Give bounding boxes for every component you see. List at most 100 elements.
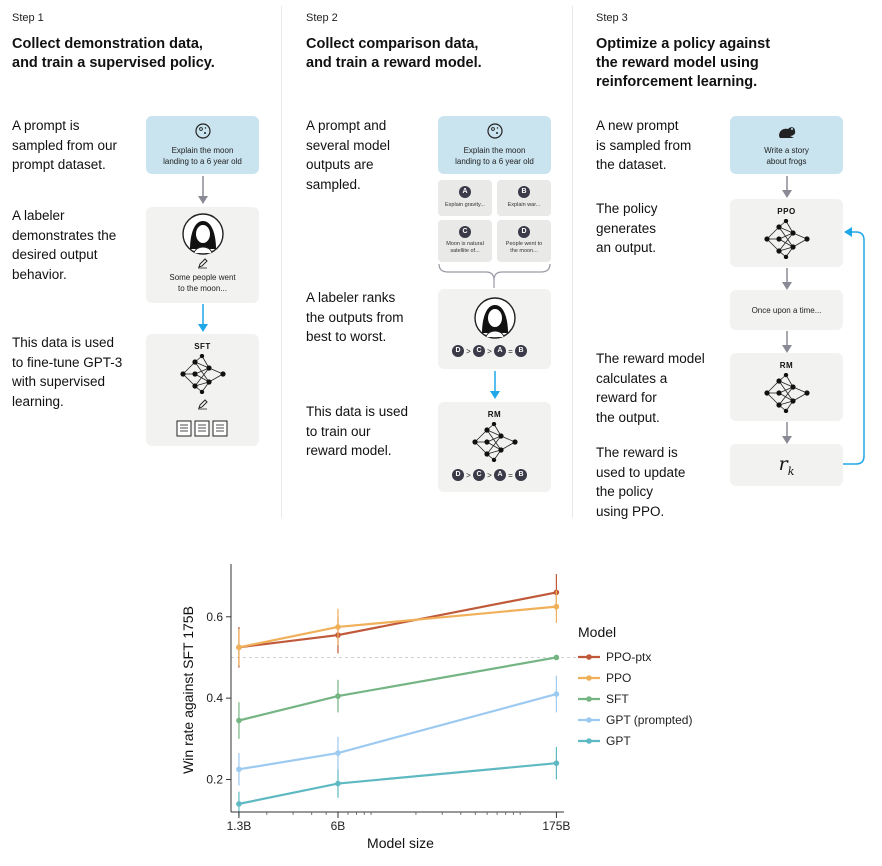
series-line — [238, 591, 557, 649]
documents-icon — [176, 420, 228, 437]
step-3-desc-1: A new prompt is sampled from the dataset… — [596, 118, 692, 172]
legend-marker — [586, 738, 592, 744]
output-text: Explain gravity... — [445, 202, 485, 208]
data-point — [553, 654, 560, 661]
output-letter: D — [518, 226, 530, 238]
step-3-output-text: Once upon a time... — [751, 306, 822, 315]
step-1-label: Step 1 — [12, 12, 44, 24]
chart-legend: Model PPO-ptx PPO SFT GPT (prompted) GPT — [578, 624, 692, 748]
output-text: People went to the moon... — [505, 241, 543, 254]
chart-series — [236, 574, 560, 817]
x-tick-label: 6B — [331, 819, 346, 833]
step-1-desc-2: A labeler demonstrates the desired outpu… — [12, 208, 117, 282]
legend-marker — [586, 696, 592, 702]
step-1-desc-1: A prompt is sampled from our prompt data… — [12, 118, 118, 172]
data-point — [553, 760, 560, 766]
series-line — [238, 656, 557, 722]
step-3-output-box: Once upon a time... — [730, 290, 843, 330]
pencil-icon — [198, 399, 208, 410]
neural-network-icon — [764, 373, 810, 413]
ranking-row: D > C > A = B — [452, 469, 527, 481]
rm-model-label: RM — [779, 361, 794, 370]
rm-model-label: RM — [487, 410, 502, 419]
rank-op: > — [487, 346, 492, 356]
reward-letter: r — [778, 453, 788, 475]
x-tick-label: 175B — [542, 819, 570, 833]
output-letter: A — [459, 186, 471, 198]
rank-item: C — [473, 345, 485, 357]
data-point — [335, 624, 341, 630]
step-2-rm-box: RM D > C > A = B — [438, 402, 551, 492]
step-3-prompt-box: Write a story about frogs — [730, 116, 843, 174]
step-3-desc-4: The reward is used to update the policy … — [596, 445, 686, 519]
feedback-loop-arrow-icon — [843, 227, 865, 465]
arrow-down-icon — [490, 371, 500, 399]
data-point — [553, 603, 560, 610]
ppo-model-label: PPO — [777, 207, 796, 216]
series-line — [238, 762, 557, 805]
output-card-a: A Explain gravity... — [438, 180, 492, 216]
arrow-down-icon — [782, 331, 792, 353]
moon-icon — [194, 123, 211, 139]
output-letter: C — [459, 226, 471, 238]
data-point — [335, 750, 341, 756]
output-card-b: B Explain war... — [497, 180, 551, 216]
rank-op: > — [466, 346, 471, 356]
x-axis-label: Model size — [367, 835, 434, 851]
legend-label: SFT — [606, 692, 629, 706]
data-point — [236, 766, 242, 773]
step-3-label: Step 3 — [596, 12, 628, 24]
step-2-label: Step 2 — [306, 12, 338, 24]
legend-label: GPT — [606, 734, 631, 748]
moon-icon — [486, 123, 503, 139]
y-tick-label: 0.2 — [206, 772, 223, 786]
reward-symbol: rk — [730, 453, 843, 478]
step-2-desc-1: A prompt and several model outputs are s… — [306, 118, 391, 192]
arrow-down-icon — [782, 422, 792, 444]
ranking-row: D > C > A = B — [452, 345, 527, 357]
labeler-avatar-icon — [182, 213, 224, 255]
chart-axes: 0.2 0.4 0.6 1.3B 6B 175B Model size Win rate ag… — [180, 564, 570, 851]
legend-label: PPO-ptx — [606, 650, 651, 664]
step-1-desc-3: This data is used to fine-tune GPT-3 wit… — [12, 335, 123, 409]
step-1-prompt-box: Explain the moon landing to a 6 year old — [146, 116, 259, 174]
output-letter: B — [518, 186, 530, 198]
data-point — [236, 801, 242, 807]
output-card-d: D People went to the moon... — [497, 220, 551, 262]
step-1-labeler-box: Some people went to the moon... — [146, 207, 259, 303]
step-1-prompt-text: Explain the moon landing to a 6 year old — [163, 146, 242, 166]
data-point — [335, 693, 341, 699]
step-3-rm-box: RM — [730, 353, 843, 421]
legend-label: PPO — [606, 671, 631, 685]
step-3-ppo-box: PPO — [730, 199, 843, 267]
legend-marker — [586, 717, 592, 723]
y-tick-label: 0.4 — [206, 691, 223, 705]
rank-op: = — [508, 470, 513, 480]
bracket-icon — [438, 263, 551, 288]
step-1-labeler-output: Some people went to the moon... — [169, 273, 236, 293]
x-tick-label: 1.3B — [227, 819, 252, 833]
output-card-c: C Moon is natural satellite of... — [438, 220, 492, 262]
step-1-title: Collect demonstration data, and train a … — [12, 36, 215, 71]
reward-subscript: k — [787, 464, 795, 478]
sft-model-label: SFT — [194, 342, 211, 351]
labeler-avatar-icon — [474, 297, 516, 339]
rank-item: A — [494, 469, 506, 481]
rank-op: > — [487, 470, 492, 480]
neural-network-icon — [472, 422, 518, 462]
rank-item: D — [452, 469, 464, 481]
neural-network-icon — [764, 219, 810, 259]
step-2-title: Collect comparison data, and train a rew… — [306, 36, 482, 71]
column-divider — [572, 6, 573, 518]
rank-item: A — [494, 345, 506, 357]
step-2-desc-3: This data is used to train our reward mo… — [306, 404, 409, 458]
series-line — [238, 693, 557, 771]
step-3-desc-2: The policy generates an output. — [596, 201, 658, 255]
step-3-title: Optimize a policy against the reward mod… — [596, 36, 771, 90]
legend-marker — [586, 675, 592, 681]
step-2-desc-2: A labeler ranks the outputs from best to… — [306, 290, 404, 344]
y-axis-label: Win rate against SFT 175B — [180, 606, 196, 774]
step-3-desc-3: The reward model calculates a reward for… — [596, 351, 705, 425]
output-text: Moon is natural satellite of... — [446, 241, 484, 254]
column-divider — [281, 6, 282, 518]
